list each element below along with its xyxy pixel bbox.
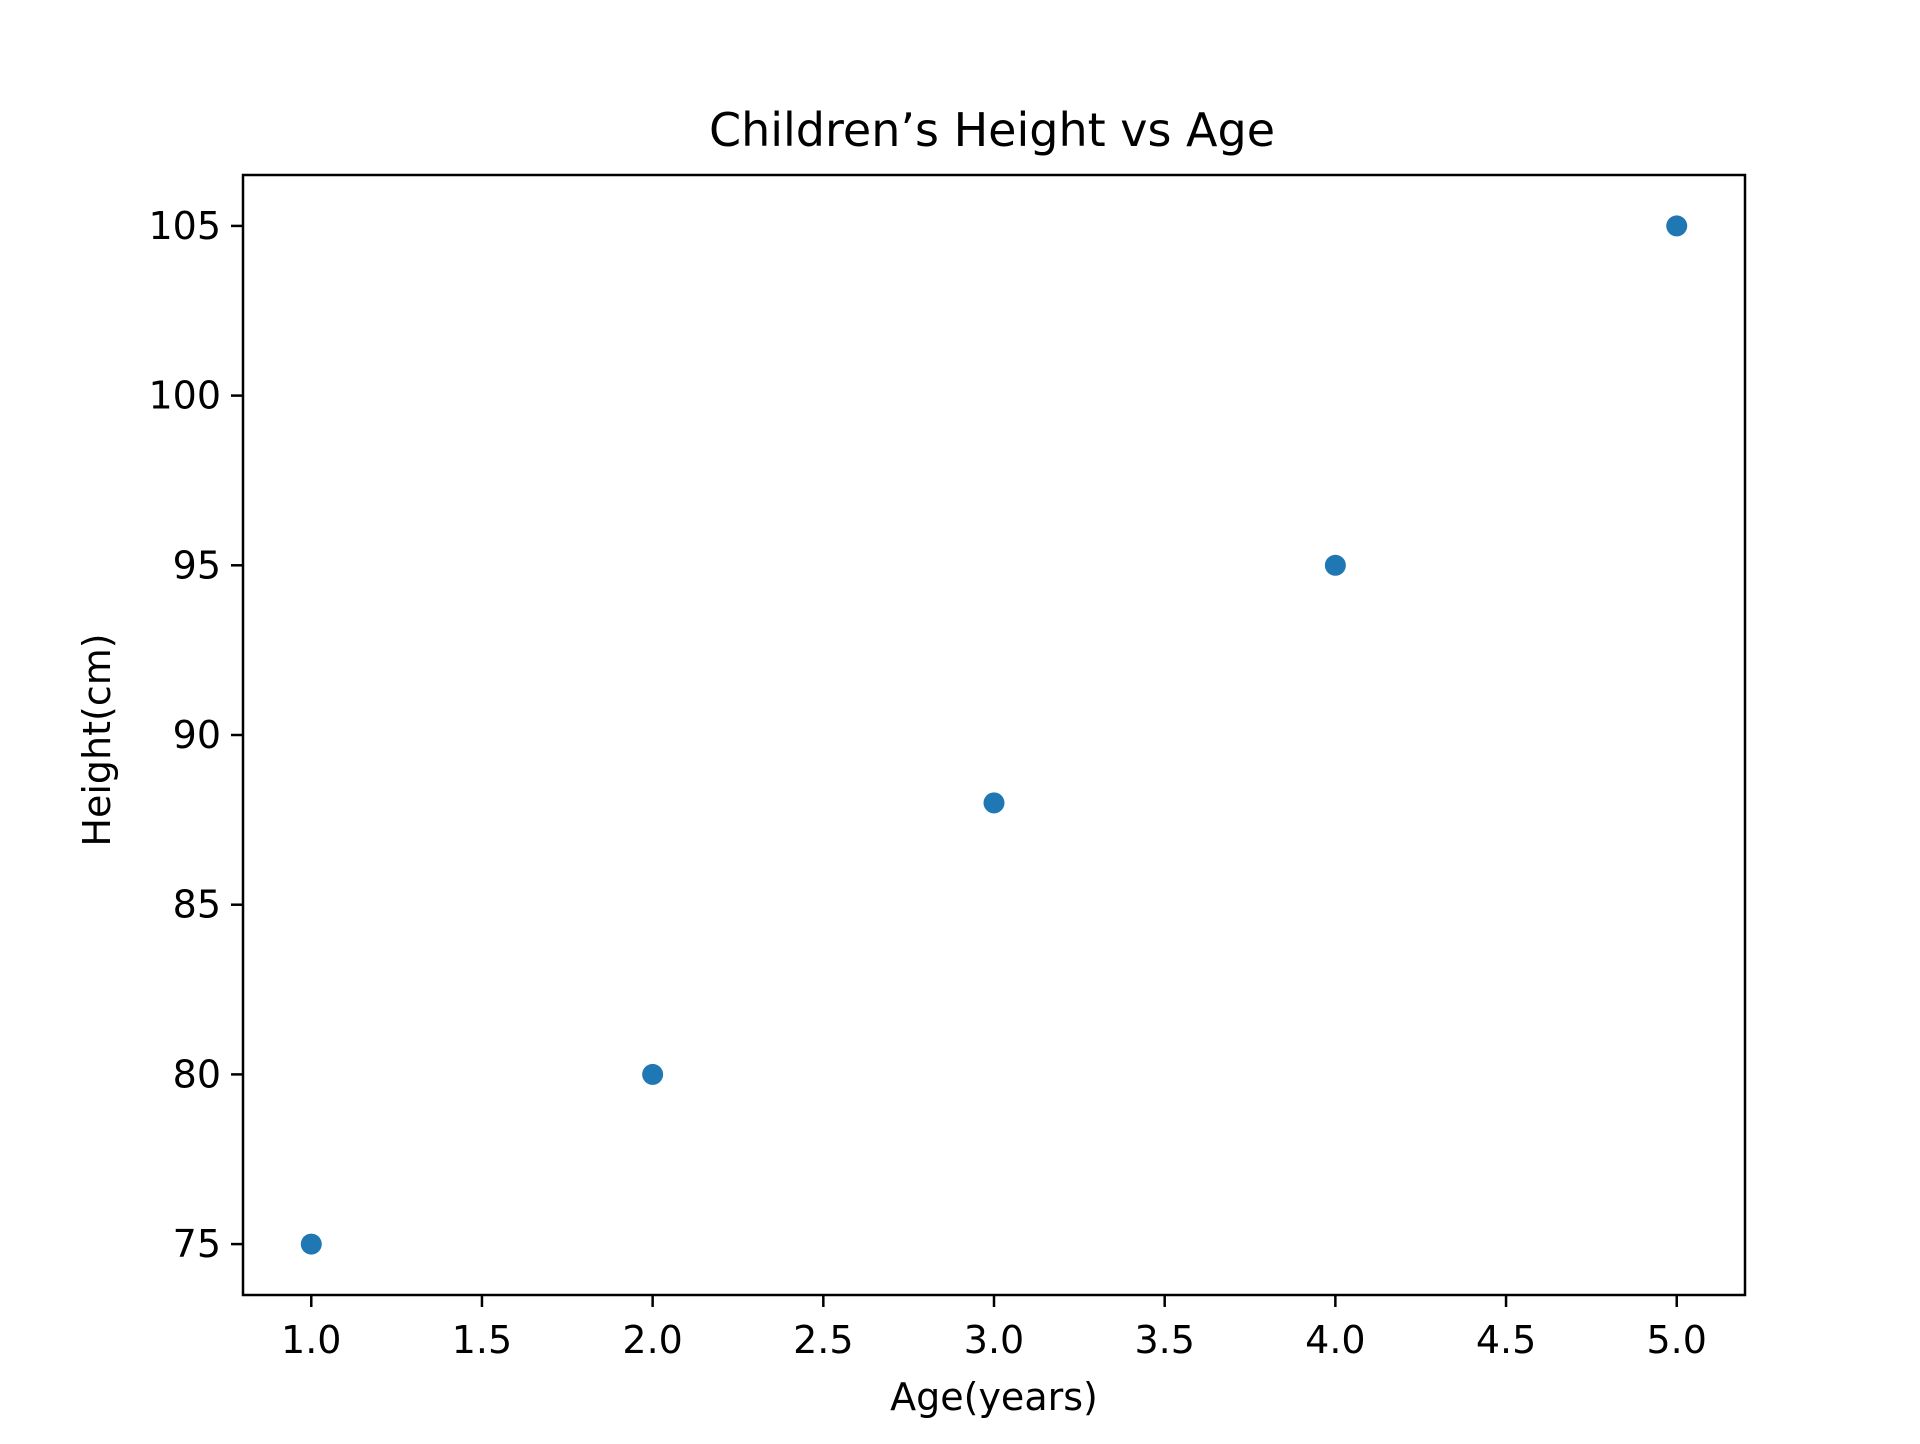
- y-axis: 75 80 85 90 95 100 105: [148, 204, 243, 1266]
- x-tick-label: 4.0: [1305, 1318, 1365, 1362]
- x-axis-label: Age(years): [890, 1375, 1098, 1419]
- x-tick-label: 4.5: [1476, 1318, 1536, 1362]
- y-tick-label: 80: [173, 1052, 221, 1096]
- data-point: [642, 1063, 664, 1085]
- x-tick-label: 3.0: [964, 1318, 1024, 1362]
- data-points: [300, 215, 1688, 1255]
- y-tick-label: 95: [173, 543, 221, 587]
- y-tick-label: 85: [173, 883, 221, 927]
- data-point: [983, 792, 1005, 814]
- x-tick-label: 1.0: [281, 1318, 341, 1362]
- y-tick-label: 100: [148, 374, 221, 418]
- data-point: [300, 1233, 322, 1255]
- x-tick-label: 3.5: [1134, 1318, 1194, 1362]
- y-tick-label: 105: [148, 204, 221, 248]
- x-tick-label: 5.0: [1647, 1318, 1707, 1362]
- y-axis-label: Height(cm): [75, 633, 119, 846]
- x-tick-label: 2.5: [793, 1318, 853, 1362]
- x-axis: 1.0 1.5 2.0 2.5 3.0 3.5 4.0 4.5 5.0: [281, 1295, 1707, 1362]
- y-tick-label: 90: [173, 713, 221, 757]
- x-tick-label: 1.5: [452, 1318, 512, 1362]
- y-tick-label: 75: [173, 1222, 221, 1266]
- chart-title: Children’s Height vs Age: [709, 103, 1275, 157]
- data-point: [1324, 554, 1346, 576]
- x-tick-label: 2.0: [622, 1318, 682, 1362]
- data-point: [1666, 215, 1688, 237]
- plot-frame: [241, 173, 1747, 1297]
